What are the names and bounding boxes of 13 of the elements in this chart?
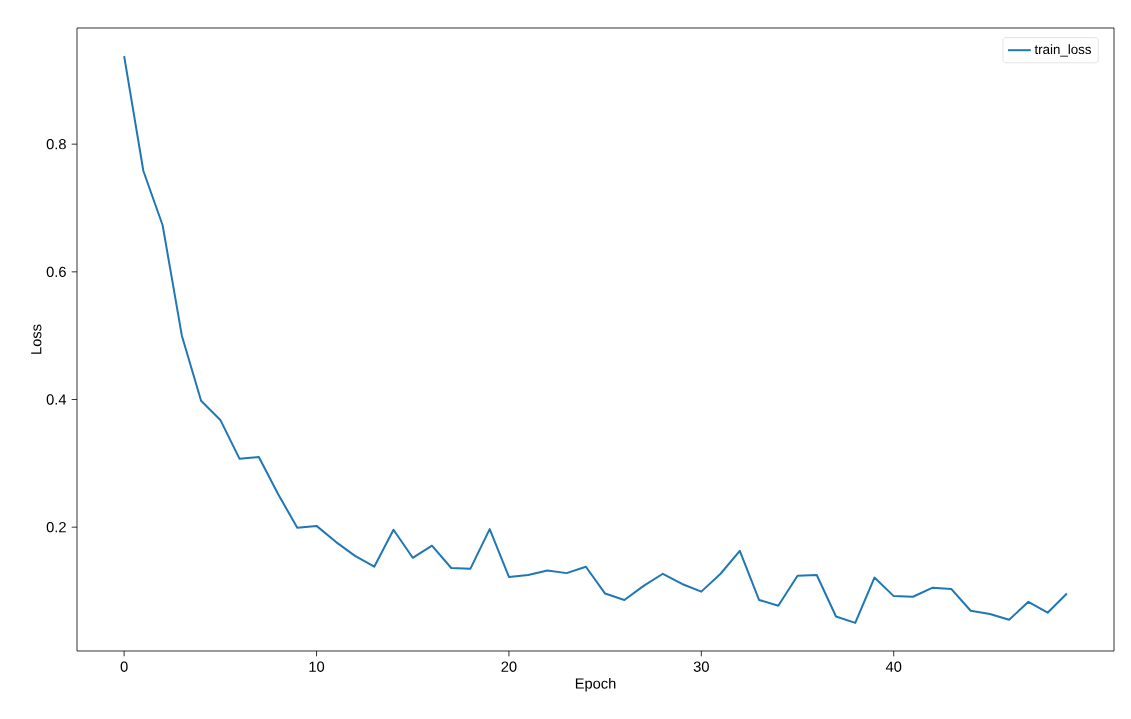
x-axis-title: Epoch xyxy=(575,677,616,692)
y-axis-title: Loss xyxy=(31,324,42,354)
line-series xyxy=(123,55,1068,624)
x-tick-label: 10 xyxy=(309,661,325,672)
y-tick-label: 0.4 xyxy=(46,394,67,405)
x-tick-label: 0 xyxy=(120,661,128,672)
y-tick-label: 0.2 xyxy=(46,521,66,533)
y-tick-label: 0.8 xyxy=(46,138,66,150)
x-tick-label: 40 xyxy=(885,661,902,672)
x-tick-label: 20 xyxy=(501,661,517,672)
legend-label: train_loss xyxy=(1034,44,1092,57)
x-tick-label: 30 xyxy=(693,661,709,672)
y-tick-label: 0.6 xyxy=(46,266,66,278)
